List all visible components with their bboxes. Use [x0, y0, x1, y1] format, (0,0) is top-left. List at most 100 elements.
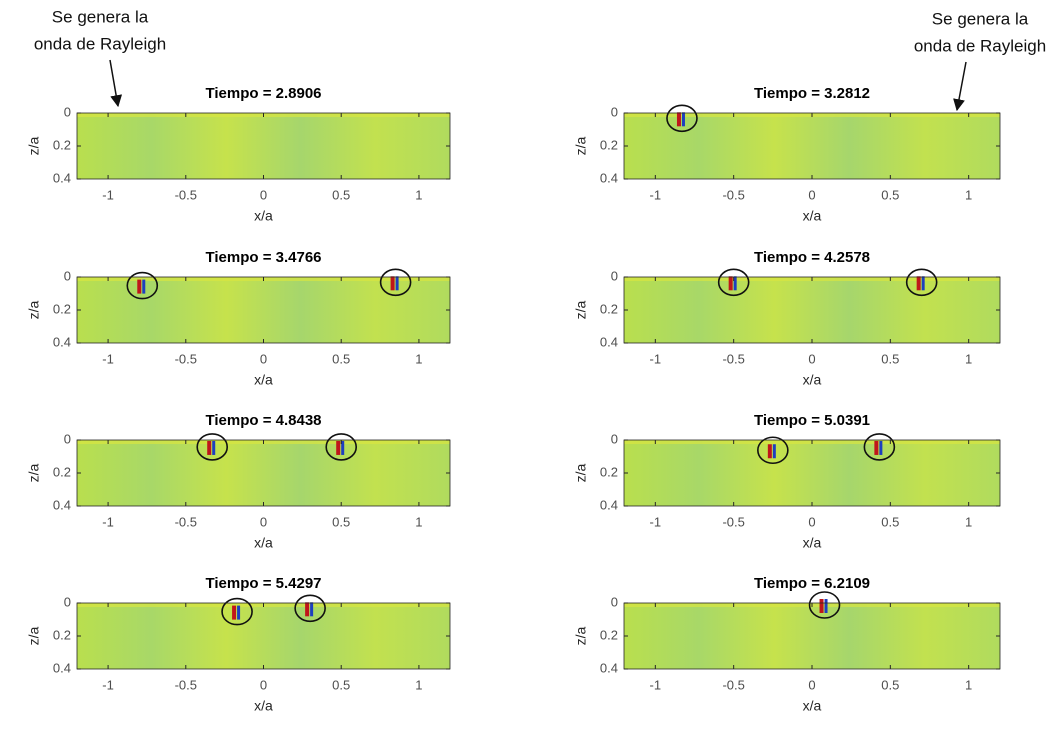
annotation-arrow	[953, 61, 967, 112]
subplot: Tiempo = 3.4766 -1 -0.5 0 0.5 1 0 0.2 0.4 x/a z/a	[26, 249, 451, 388]
annotation-text: onda de Rayleigh	[914, 36, 1046, 55]
x-tick-label: 1	[415, 351, 422, 366]
subplot: Tiempo = 5.0391 -1 -0.5 0 0.5 1 0 0.2 0.4 x/a z/a	[573, 412, 1001, 551]
x-tick-label: -0.5	[722, 351, 744, 366]
subplot: Tiempo = 3.2812 -1 -0.5 0 0.5 1 0 0.2 0.4 x/a z/a	[573, 85, 1001, 224]
annotation-arrow	[109, 59, 123, 108]
wave-blue	[879, 440, 883, 455]
subplot: Tiempo = 2.8906 -1 -0.5 0 0.5 1 0 0.2 0.4 x/a z/a	[26, 85, 451, 224]
heatmap-field	[77, 440, 450, 506]
highlight-circle	[196, 433, 229, 461]
x-tick-label: 0.5	[332, 514, 350, 529]
x-tick-label: -0.5	[175, 514, 197, 529]
x-tick-label: 0	[808, 677, 815, 692]
x-tick-label: -0.5	[175, 677, 197, 692]
wave-blue	[772, 444, 776, 459]
wave-blue	[310, 602, 314, 617]
y-axis-label: z/a	[26, 463, 42, 482]
y-tick-label: 0.4	[600, 170, 618, 185]
wave-blue	[237, 605, 241, 620]
x-tick-label: -0.5	[722, 514, 744, 529]
x-tick-label: 0.5	[881, 351, 899, 366]
x-tick-label: 0.5	[881, 514, 899, 529]
x-axis-label: x/a	[254, 372, 273, 388]
y-axis-label: z/a	[573, 300, 589, 319]
wave-red	[728, 276, 733, 291]
y-tick-label: 0.4	[53, 334, 71, 349]
annotation: Se genera la onda de Rayleigh	[914, 9, 1046, 112]
y-tick-label: 0.2	[600, 301, 618, 316]
x-tick-label: -1	[650, 677, 662, 692]
x-tick-label: -1	[102, 514, 114, 529]
x-tick-label: 1	[415, 187, 422, 202]
wave-blue	[681, 112, 685, 127]
highlight-circle	[717, 268, 750, 297]
heatmap-field	[624, 603, 1000, 669]
wave-red	[819, 599, 824, 613]
y-tick-label: 0.2	[53, 137, 71, 152]
y-axis-label: z/a	[26, 300, 42, 319]
x-tick-label: 0.5	[881, 187, 899, 202]
y-tick-label: 0.2	[600, 137, 618, 152]
y-tick-label: 0.4	[53, 660, 71, 675]
y-tick-label: 0.2	[53, 301, 71, 316]
y-axis-label: z/a	[573, 626, 589, 645]
y-axis-label: z/a	[26, 626, 42, 645]
y-tick-label: 0	[611, 431, 618, 446]
chart-title: Tiempo = 4.2578	[754, 249, 870, 266]
annotation: Se genera la onda de Rayleigh	[34, 7, 166, 108]
wave-blue	[824, 599, 828, 613]
heatmap-field	[77, 603, 450, 669]
y-tick-label: 0.4	[600, 334, 618, 349]
x-tick-label: 0	[260, 351, 267, 366]
x-tick-label: -1	[650, 514, 662, 529]
x-axis-label: x/a	[803, 698, 822, 714]
x-tick-label: 0.5	[332, 187, 350, 202]
x-tick-label: 0.5	[332, 351, 350, 366]
heatmap-field	[624, 440, 1000, 506]
wave-blue	[341, 440, 345, 455]
x-tick-label: 0	[260, 514, 267, 529]
x-tick-label: 0.5	[332, 677, 350, 692]
y-tick-label: 0.4	[600, 497, 618, 512]
y-axis-label: z/a	[573, 463, 589, 482]
wave-red	[305, 602, 310, 617]
wave-red	[336, 440, 341, 455]
wave-red	[767, 444, 772, 459]
wave-red	[137, 279, 142, 294]
heatmap-field	[624, 277, 1000, 343]
y-tick-label: 0	[64, 594, 71, 609]
wave-red	[232, 605, 237, 620]
y-tick-label: 0.2	[53, 464, 71, 479]
y-tick-label: 0.2	[600, 627, 618, 642]
x-tick-label: 1	[965, 351, 972, 366]
x-tick-label: 0	[260, 677, 267, 692]
wave-red	[390, 276, 395, 291]
wave-red	[916, 276, 921, 291]
y-tick-label: 0	[611, 594, 618, 609]
wave-blue	[921, 276, 925, 291]
y-tick-label: 0.4	[53, 170, 71, 185]
annotation-text: onda de Rayleigh	[34, 34, 166, 53]
wave-red	[676, 112, 681, 127]
x-tick-label: 1	[415, 514, 422, 529]
x-tick-label: -1	[102, 187, 114, 202]
x-tick-label: 1	[415, 677, 422, 692]
x-tick-label: 0.5	[881, 677, 899, 692]
wave-blue	[212, 440, 216, 455]
x-tick-label: -1	[650, 351, 662, 366]
y-tick-label: 0	[64, 431, 71, 446]
chart-title: Tiempo = 4.8438	[205, 412, 321, 429]
x-tick-label: -0.5	[722, 677, 744, 692]
y-tick-label: 0	[64, 268, 71, 283]
y-tick-label: 0.4	[600, 660, 618, 675]
x-tick-label: 1	[965, 514, 972, 529]
x-tick-label: -0.5	[722, 187, 744, 202]
highlight-circle	[221, 597, 253, 626]
x-tick-label: 0	[808, 351, 815, 366]
x-tick-label: 1	[965, 187, 972, 202]
highlight-circle	[905, 268, 938, 297]
subplot: Tiempo = 6.2109 -1 -0.5 0 0.5 1 0 0.2 0.4 x/a z/a	[573, 575, 1001, 714]
highlight-circle	[379, 268, 412, 297]
